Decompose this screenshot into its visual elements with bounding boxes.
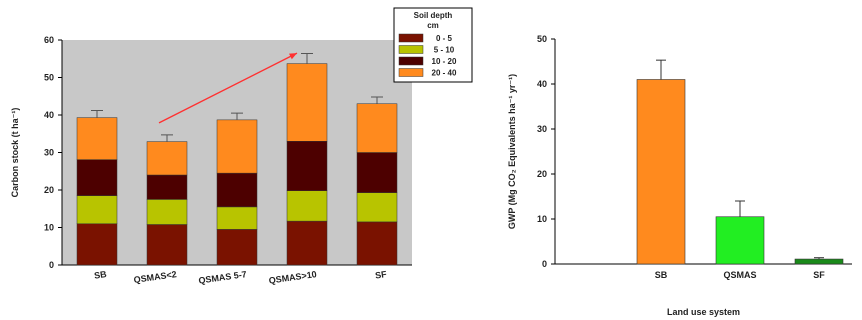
bar-segment-2 — [76, 159, 118, 196]
trend-arrow-head — [289, 53, 297, 60]
y-tick-label: 10 — [44, 223, 54, 233]
bar-segment-1 — [356, 192, 398, 223]
bar-segment-0 — [216, 229, 258, 266]
bar-segment-0 — [76, 223, 118, 266]
y-tick-label: 40 — [44, 110, 54, 120]
bar — [794, 258, 844, 265]
x-category-label: SF — [813, 270, 825, 280]
y-tick-label: 0 — [542, 259, 547, 269]
bar-segment-3 — [76, 117, 118, 160]
y-tick-label: 50 — [44, 73, 54, 83]
bar-segment-1 — [146, 199, 188, 225]
y-tick-label: 30 — [44, 148, 54, 158]
legend-swatch-3 — [398, 68, 424, 77]
legend-subtitle: cm — [427, 21, 439, 30]
legend-swatch-2 — [398, 56, 424, 66]
x-category-label: QSMAS 5-7 — [198, 269, 247, 286]
bar — [715, 216, 765, 265]
bar-segment-1 — [76, 195, 118, 224]
bar-segment-1 — [216, 206, 258, 230]
bar-segment-0 — [146, 224, 188, 266]
x-category-label: SB — [655, 270, 668, 280]
y-tick-label: 0 — [49, 260, 54, 270]
bar-segment-2 — [216, 172, 258, 208]
bar-segment-3 — [146, 141, 188, 176]
y-axis-title: GWP (Mg CO₂ Equivalents ha⁻¹ yr⁻¹) — [507, 74, 517, 229]
x-category-label: QSMAS — [723, 270, 756, 280]
y-axis-title: Carbon stock (t ha⁻¹) — [10, 108, 20, 198]
bar-segment-1 — [286, 190, 328, 222]
legend-label-1: 5 - 10 — [434, 46, 455, 55]
y-tick-label: 60 — [44, 35, 54, 45]
x-category-label: QSMAS<2 — [133, 269, 177, 285]
legend-swatch-0 — [398, 33, 424, 43]
x-category-label: QSMAS>10 — [268, 269, 317, 286]
bar-segment-0 — [356, 221, 398, 266]
bar-segment-3 — [356, 103, 398, 153]
legend-label-0: 0 - 5 — [436, 34, 453, 43]
bar-segment-2 — [356, 152, 398, 193]
legend-label-2: 10 - 20 — [432, 57, 457, 66]
bar-segment-2 — [146, 174, 188, 200]
y-tick-label: 20 — [537, 169, 547, 179]
x-axis-title: Land use system — [667, 307, 740, 317]
y-tick-label: 20 — [44, 185, 54, 195]
legend-title: Soil depth — [414, 11, 453, 20]
y-tick-label: 10 — [537, 214, 547, 224]
x-category-label: SF — [374, 269, 387, 281]
carbon-stock-chart: 0 10 20 30 40 50 60 Carbon stock (t ha⁻¹) SB QSMA… — [10, 7, 473, 286]
bar — [636, 79, 686, 265]
trend-arrow — [158, 52, 298, 124]
bar-segment-3 — [286, 63, 328, 142]
bar-segment-3 — [216, 119, 258, 174]
y-tick-label: 40 — [537, 79, 547, 89]
bar-segment-2 — [286, 141, 328, 191]
x-category-label: SB — [93, 269, 107, 281]
y-tick-label: 50 — [537, 34, 547, 44]
legend-swatch-1 — [398, 45, 424, 54]
y-tick-label: 30 — [537, 124, 547, 134]
bar-segment-0 — [286, 220, 328, 266]
gwp-chart: 0 10 20 30 40 50 GWP (Mg CO₂ Equivalents ha⁻¹ … — [507, 34, 852, 317]
legend-label-3: 20 - 40 — [432, 69, 457, 78]
